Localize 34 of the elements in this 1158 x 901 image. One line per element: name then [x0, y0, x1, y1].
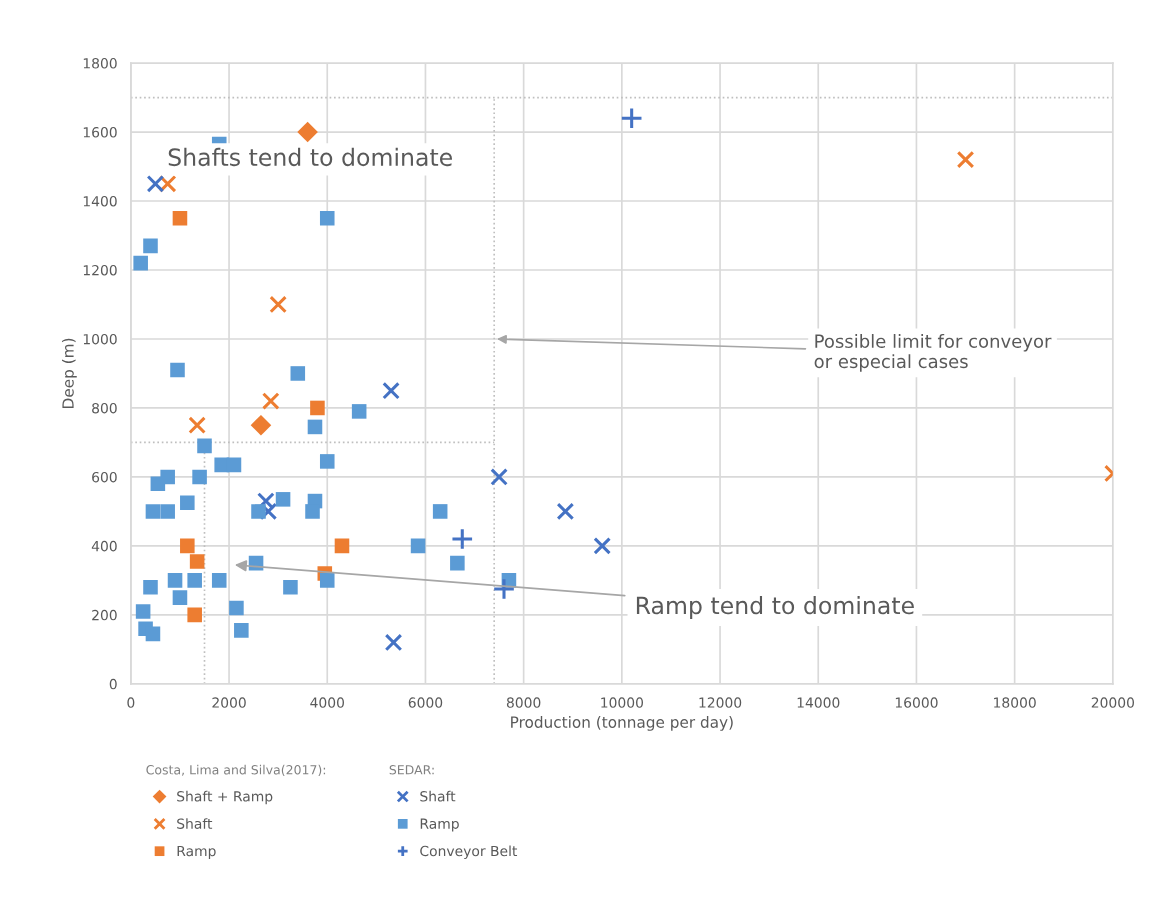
x-tick-label: 2000 [212, 697, 246, 708]
x-tick-label: 10000 [601, 697, 644, 708]
legend-label: Conveyor Belt [420, 845, 518, 859]
x-tick-label: 12000 [699, 697, 742, 708]
y-tick-label: 1600 [83, 127, 117, 138]
y-axis-title: Deep (m) [61, 338, 77, 408]
x-tick-label: 8000 [506, 697, 541, 708]
x-tick-label: 4000 [310, 697, 344, 708]
legend-label: Ramp [420, 818, 459, 832]
x-tick-label: 0 [127, 697, 135, 708]
legend-label: Shaft [177, 818, 213, 829]
annotation: Ramp tend to dominate [636, 596, 914, 619]
x-tick-label: 14000 [797, 697, 840, 708]
x-tick-label: 20000 [1091, 697, 1135, 708]
x-tick-label: 16000 [895, 697, 938, 708]
legend-label: Shaft + Ramp [177, 790, 273, 805]
y-tick-label: 400 [91, 540, 117, 552]
x-axis-title: Production (tonnage per day) [511, 716, 733, 731]
x-tick-label: 6000 [408, 697, 443, 708]
y-tick-label: 0 [109, 678, 117, 690]
legend-label: Shaft [420, 790, 456, 802]
y-tick-label: 1000 [83, 333, 117, 345]
legend-label: Ramp [177, 845, 216, 859]
y-tick-label: 1800 [83, 58, 117, 69]
text: SEDAR: [389, 765, 434, 775]
y-tick-label: 600 [92, 471, 117, 483]
annotation: Shafts tend to dominate [168, 147, 452, 167]
annotation: Possible limit for conveyor or especial cases [814, 334, 1052, 372]
text: Costa, Lima and Silva(2017): [146, 764, 326, 776]
y-tick-label: 1400 [83, 195, 117, 207]
x-tick-label: 18000 [994, 697, 1036, 708]
y-tick-label: 200 [92, 609, 117, 621]
y-tick-label: 800 [92, 402, 117, 414]
y-tick-label: 1200 [83, 264, 117, 276]
